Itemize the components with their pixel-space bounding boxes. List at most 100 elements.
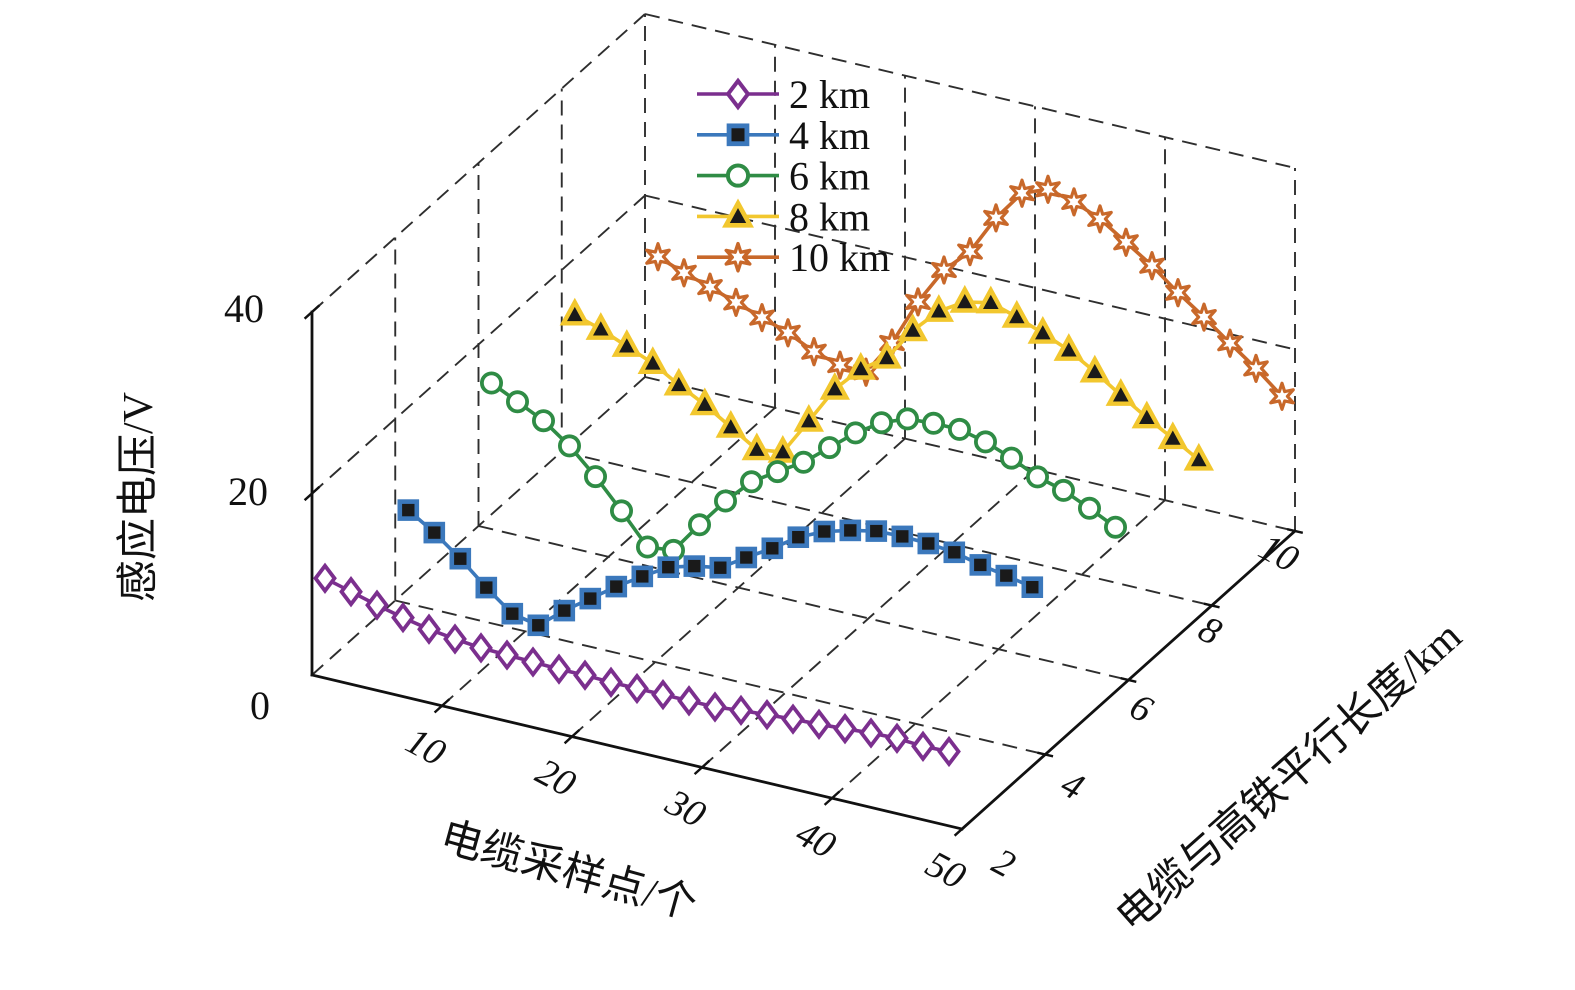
circle-marker bbox=[1103, 515, 1128, 539]
diamond-marker bbox=[859, 717, 883, 749]
triangle-marker bbox=[1105, 378, 1137, 406]
legend-label: 4 km bbox=[789, 113, 870, 158]
square-marker bbox=[943, 541, 966, 564]
star-marker bbox=[1113, 227, 1139, 257]
triangle-marker bbox=[975, 285, 1007, 314]
diamond-marker bbox=[365, 589, 389, 621]
triangle-marker bbox=[722, 198, 754, 228]
depth-tick-label: 10 bbox=[1252, 526, 1305, 581]
circle-marker bbox=[1051, 478, 1076, 502]
star-marker bbox=[671, 258, 697, 288]
legend-label: 6 km bbox=[789, 154, 870, 199]
circle-marker bbox=[791, 450, 816, 474]
diamond-marker bbox=[937, 735, 961, 768]
legend-label: 10 km bbox=[789, 235, 890, 280]
square-marker bbox=[501, 602, 524, 625]
square-marker bbox=[969, 554, 992, 576]
circle-marker bbox=[725, 163, 751, 188]
square-marker bbox=[726, 123, 750, 147]
depth-tick-label: 4 bbox=[1054, 763, 1090, 809]
star-marker bbox=[905, 287, 931, 317]
z-tick-label: 40 bbox=[224, 286, 264, 331]
circle-marker bbox=[557, 434, 582, 458]
square-marker bbox=[787, 526, 810, 549]
triangle-marker bbox=[1027, 316, 1059, 344]
x-tick-label: 40 bbox=[789, 812, 842, 867]
star-marker bbox=[1243, 353, 1269, 383]
triangle-marker bbox=[793, 404, 825, 432]
circle-marker bbox=[1077, 496, 1102, 520]
diamond-marker bbox=[417, 613, 441, 645]
square-marker bbox=[839, 519, 862, 542]
star-marker bbox=[827, 350, 853, 380]
circle-marker bbox=[609, 499, 634, 523]
triangle-marker bbox=[663, 367, 695, 396]
series-8km bbox=[559, 284, 1215, 471]
square-marker bbox=[865, 520, 888, 542]
diamond-marker bbox=[833, 713, 857, 745]
circle-marker bbox=[999, 446, 1024, 470]
z-tick-label: 20 bbox=[228, 469, 268, 514]
star-marker bbox=[1217, 328, 1243, 358]
square-marker bbox=[553, 599, 576, 622]
triangle-marker bbox=[1001, 299, 1033, 328]
square-marker bbox=[917, 532, 940, 555]
circle-marker bbox=[687, 513, 712, 537]
triangle-marker bbox=[715, 410, 747, 438]
diamond-marker bbox=[911, 730, 935, 762]
diamond-marker bbox=[573, 659, 597, 691]
square-marker bbox=[1021, 576, 1044, 599]
x-tick-label: 10 bbox=[399, 720, 452, 775]
triangle-marker bbox=[871, 340, 903, 369]
diamond-marker bbox=[755, 699, 779, 731]
star-marker bbox=[775, 318, 801, 348]
z-tick-label: 0 bbox=[250, 683, 270, 728]
circle-marker bbox=[765, 460, 790, 484]
star-marker bbox=[1139, 251, 1165, 281]
triangle-marker bbox=[897, 313, 929, 342]
circle-marker bbox=[635, 535, 660, 559]
square-marker bbox=[891, 525, 914, 548]
triangle-marker bbox=[585, 312, 617, 340]
circle-marker bbox=[947, 417, 972, 441]
z-axis-title: 感应电压/V bbox=[115, 392, 162, 602]
diamond-marker bbox=[599, 666, 623, 698]
star-marker bbox=[697, 272, 723, 302]
diamond-marker bbox=[625, 672, 649, 705]
depth-tick-label: 2 bbox=[985, 840, 1021, 886]
square-marker bbox=[683, 555, 706, 577]
diamond-marker bbox=[885, 722, 909, 754]
circle-marker bbox=[895, 407, 920, 431]
triangle-marker bbox=[559, 297, 591, 326]
triangle-marker bbox=[949, 284, 981, 313]
circle-marker bbox=[921, 411, 946, 435]
axis-titles: 感应电压/V 电缆采样点/个 电缆与高铁平行长度/km bbox=[115, 392, 1471, 941]
circle-marker bbox=[583, 465, 608, 489]
circle-marker bbox=[531, 409, 556, 433]
square-marker bbox=[631, 565, 654, 588]
star-marker bbox=[749, 303, 775, 333]
square-marker bbox=[657, 556, 680, 579]
tick-marks bbox=[303, 304, 1304, 837]
circle-marker bbox=[739, 470, 764, 494]
triangle-marker bbox=[611, 329, 643, 357]
star-marker bbox=[1165, 278, 1191, 308]
triangle-marker bbox=[819, 372, 851, 400]
circle-marker bbox=[973, 430, 998, 454]
triangle-marker bbox=[689, 387, 721, 416]
star-marker bbox=[645, 242, 671, 272]
star-marker bbox=[983, 203, 1009, 233]
triangle-marker bbox=[1079, 354, 1111, 383]
diamond-marker bbox=[547, 653, 571, 685]
circle-marker bbox=[869, 411, 894, 435]
diamond-marker bbox=[677, 685, 701, 717]
circle-marker bbox=[713, 489, 738, 513]
star-marker bbox=[1035, 174, 1061, 204]
diamond-marker bbox=[729, 694, 753, 727]
star-marker bbox=[931, 255, 957, 285]
star-marker bbox=[724, 241, 752, 273]
diamond-marker bbox=[339, 576, 363, 608]
square-marker bbox=[475, 576, 498, 599]
square-marker bbox=[579, 587, 602, 610]
